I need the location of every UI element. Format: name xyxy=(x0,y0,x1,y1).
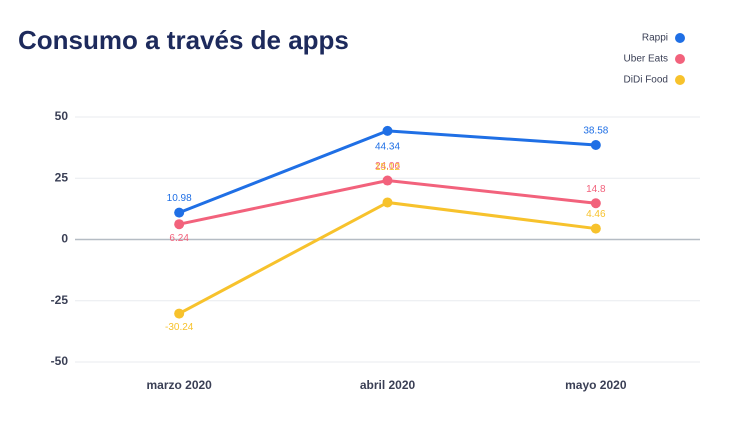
x-tick-label: mayo 2020 xyxy=(565,378,627,392)
value-label: 24.06 xyxy=(375,161,400,172)
point xyxy=(590,139,601,150)
value-label: 10.98 xyxy=(167,193,192,204)
value-label: 14.8 xyxy=(586,184,606,195)
value-label: 38.58 xyxy=(583,126,608,137)
value-label: -30.24 xyxy=(165,322,194,333)
series-line xyxy=(178,200,597,315)
y-tick-label: 0 xyxy=(61,232,68,246)
point xyxy=(382,125,393,136)
y-tick-label: 25 xyxy=(55,170,69,184)
point xyxy=(174,308,185,319)
legend-swatch xyxy=(675,75,685,85)
value-label: 15.12 xyxy=(375,162,400,173)
legend-swatch xyxy=(675,54,685,64)
legend-label: Uber Eats xyxy=(624,54,668,65)
point xyxy=(590,198,601,209)
legend-label: Rappi xyxy=(642,33,668,44)
x-tick-label: abril 2020 xyxy=(360,378,416,392)
value-label: 6.24 xyxy=(169,233,189,244)
y-tick-label: -50 xyxy=(51,354,69,368)
y-tick-label: 50 xyxy=(55,109,69,123)
point xyxy=(174,219,185,230)
point xyxy=(590,223,601,234)
legend-label: DiDi Food xyxy=(624,75,668,86)
x-tick-label: marzo 2020 xyxy=(146,378,212,392)
point xyxy=(174,207,185,218)
point xyxy=(382,175,393,186)
y-tick-label: -25 xyxy=(51,293,69,307)
point xyxy=(382,197,393,208)
value-label: 44.34 xyxy=(375,142,400,153)
legend-swatch xyxy=(675,33,685,43)
value-label: 4.46 xyxy=(586,209,606,220)
chart-title: Consumo a través de apps xyxy=(18,25,349,55)
